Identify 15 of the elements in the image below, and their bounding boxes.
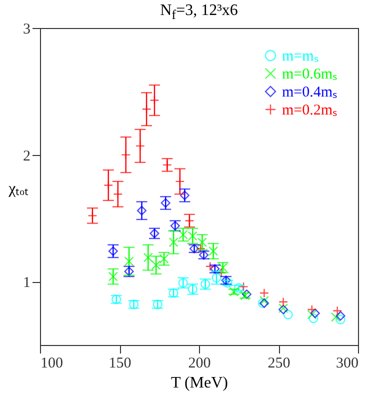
legend-label: m=0.6mₛ — [282, 66, 338, 82]
x-tick-label: 200 — [188, 356, 211, 372]
legend-label: m=mₛ — [282, 48, 319, 64]
y-axis-title: χₜₒₜ — [8, 180, 28, 198]
x-tick-label: 100 — [40, 356, 63, 372]
y-tick-label: 1 — [23, 275, 30, 292]
x-tick-label: 250 — [268, 356, 290, 372]
legend-label: m=0.4mₛ — [282, 84, 338, 100]
y-tick-label: 2 — [23, 148, 30, 164]
chart-title: N$_{f}$=3, 12³x6 — [159, 2, 239, 24]
x-axis-title: T (MeV) — [170, 374, 228, 392]
legend-label: m=0.2mₛ — [282, 102, 338, 118]
x-tick-label: 150 — [108, 356, 132, 372]
x-tick-label: 300 — [336, 356, 358, 372]
y-tick-label: 3 — [23, 22, 30, 38]
